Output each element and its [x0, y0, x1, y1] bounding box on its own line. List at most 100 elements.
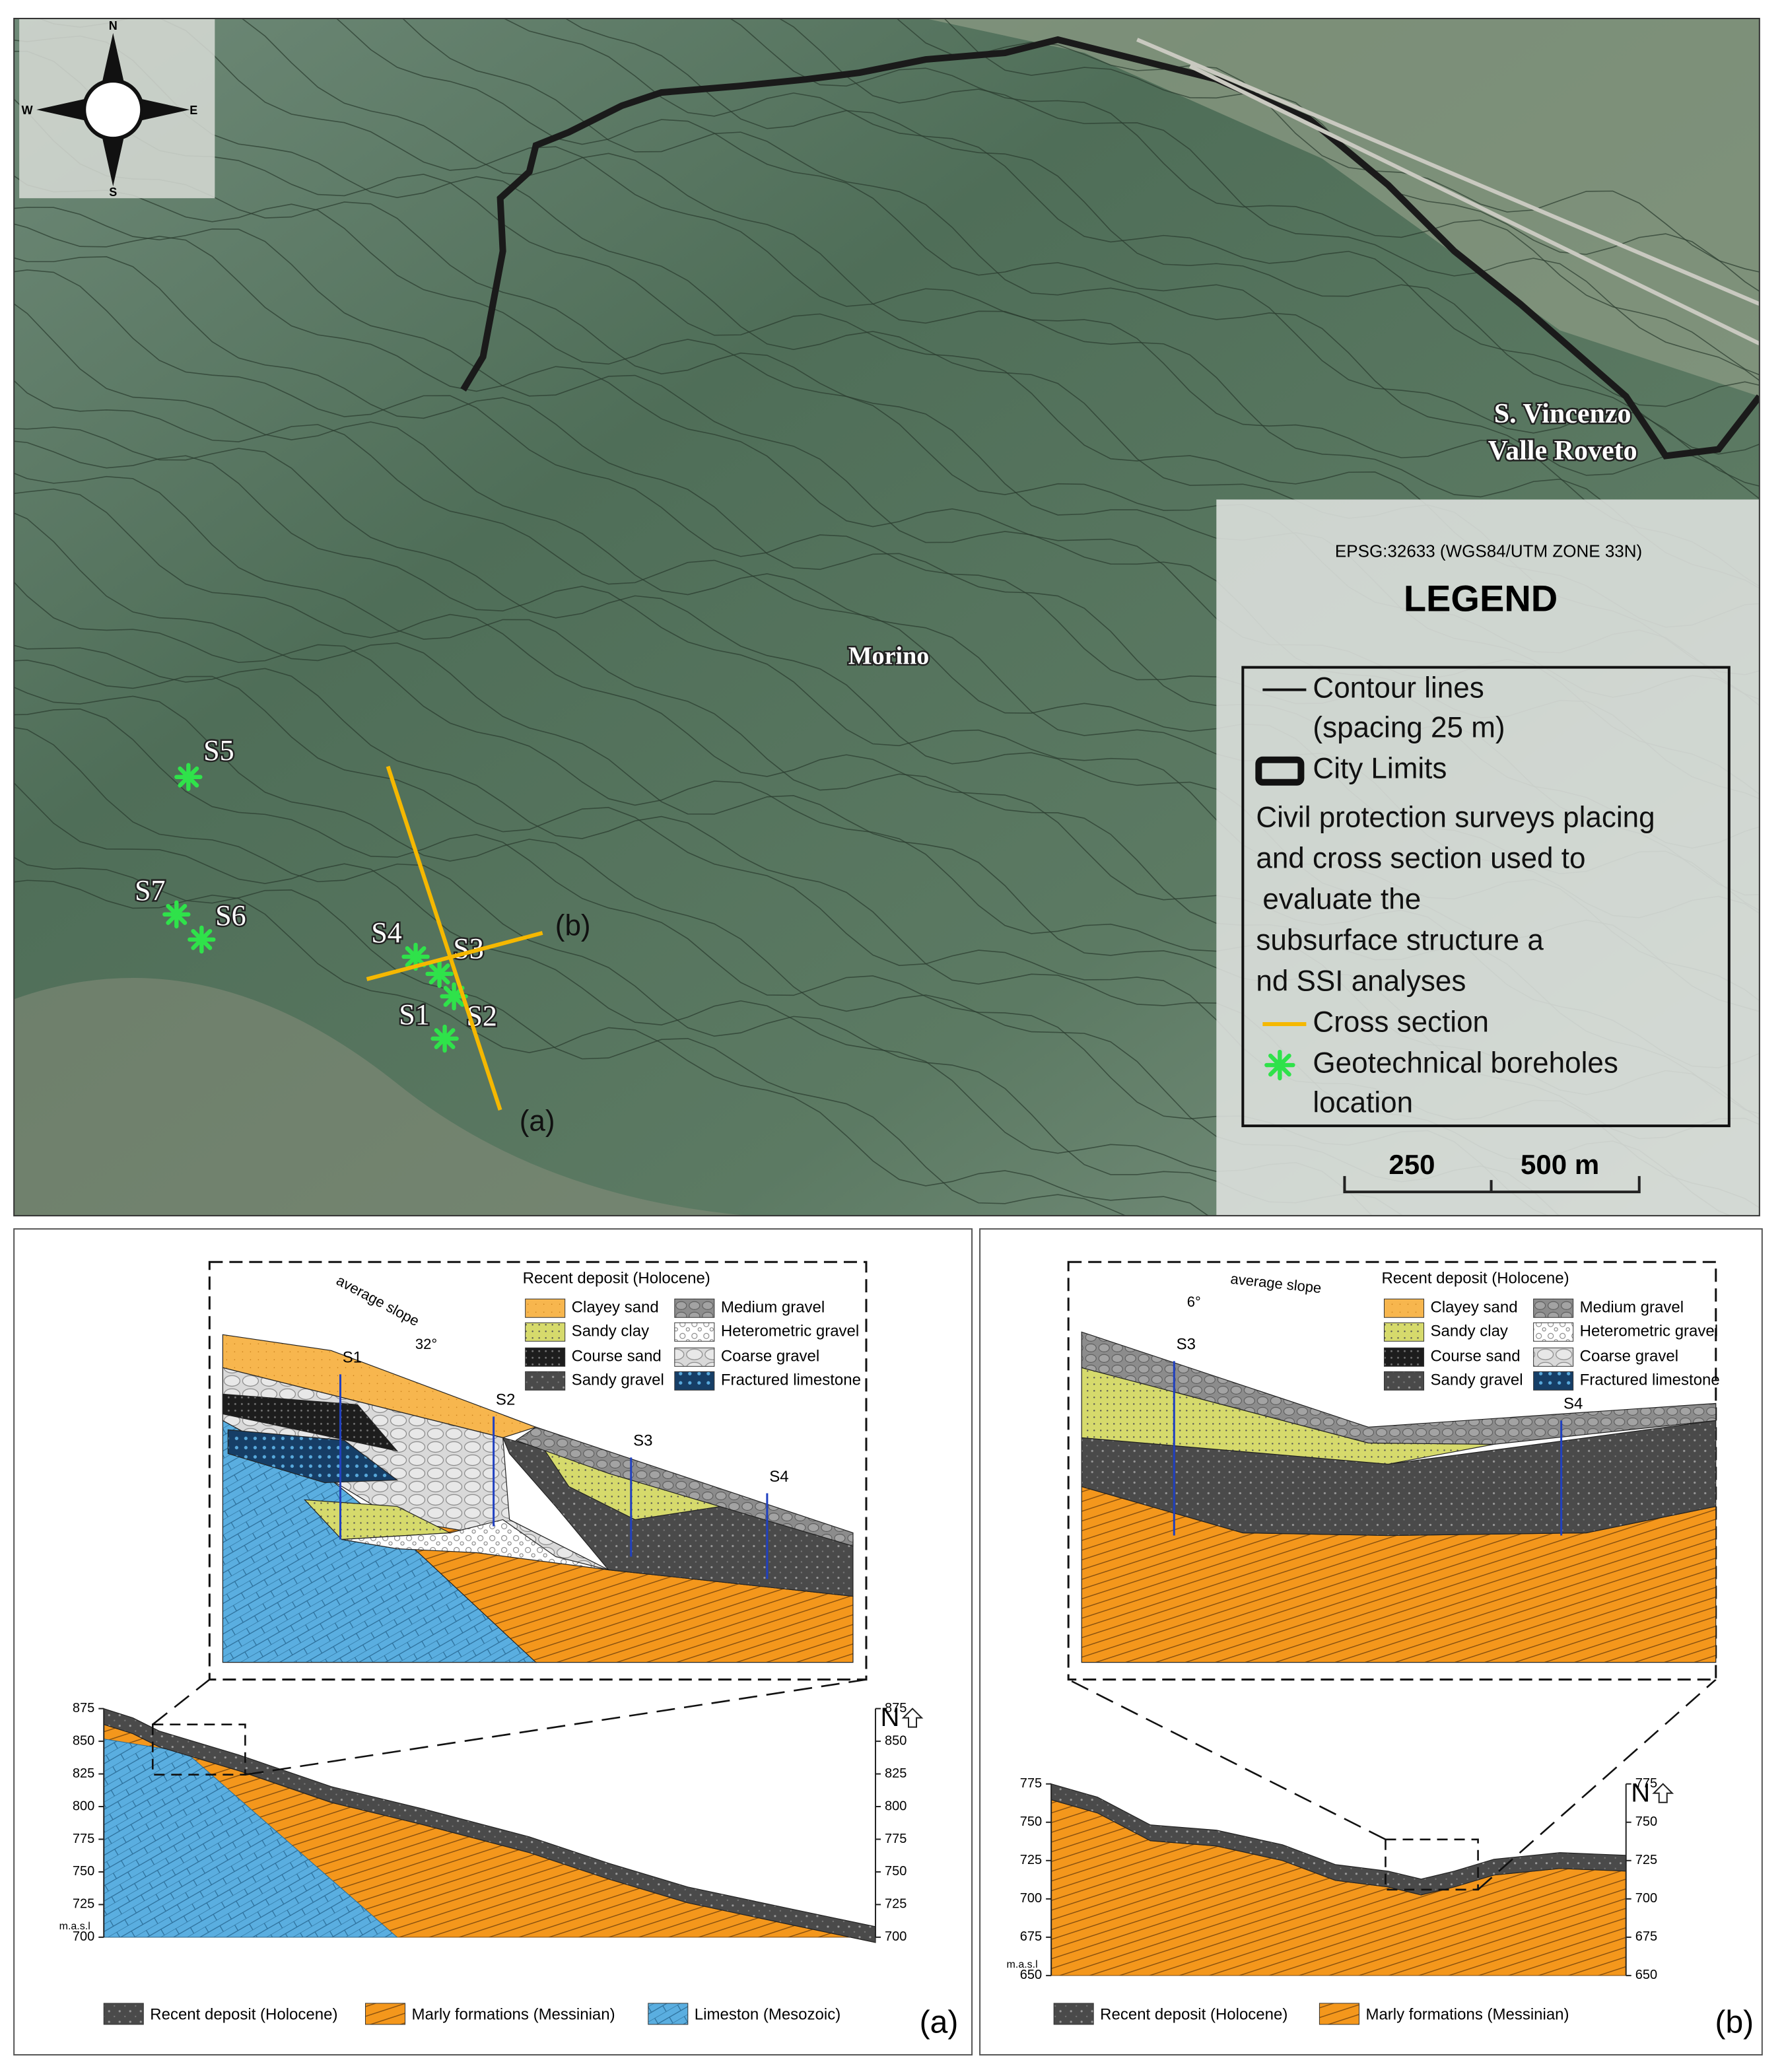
- borehole-marker-ray: [405, 946, 427, 967]
- borehole-label: S7: [135, 874, 166, 907]
- inset-borehole-label: S3: [633, 1432, 652, 1450]
- inset-legend-swatch: [674, 1347, 715, 1367]
- north-arrow: [1652, 1783, 1674, 1803]
- compass-e: E: [189, 104, 197, 117]
- zoom-connector: [1068, 1678, 1717, 1890]
- inset-legend-swatch: [525, 1371, 566, 1391]
- legend-text: Recent deposit (Holocene): [150, 2005, 337, 2023]
- inset-legend-text: Sandy gravel: [572, 1371, 664, 1389]
- y-tick-label: 725: [1020, 1853, 1042, 1867]
- inset-legend-text: Medium gravel: [721, 1299, 825, 1317]
- north-arrow: [901, 1708, 924, 1728]
- y-tick-label: 825: [73, 1766, 94, 1781]
- y-tick-label: 875: [885, 1701, 907, 1715]
- inset-legend-text: Clayey sand: [572, 1299, 659, 1317]
- contour-line: [14, 856, 1127, 1216]
- inset-legend-text: Coarse gravel: [721, 1348, 819, 1365]
- road: [1136, 38, 1760, 346]
- panel-label: (a): [920, 2005, 959, 2040]
- y-tick-label: 725: [885, 1897, 907, 1912]
- y-tick-label: 800: [73, 1799, 94, 1813]
- valley-floor: [926, 18, 1760, 397]
- contour-line: [130, 18, 1760, 590]
- panel-b-frame: [979, 1228, 1763, 2055]
- legend-text: evaluate the: [1262, 883, 1421, 915]
- borehole-marker: [425, 959, 454, 988]
- inset-legend-text: Heterometric gravel: [1580, 1323, 1718, 1340]
- borehole-marker-ray: [429, 963, 450, 984]
- cross-section: 650 650 675 675 700 700 725 725 750 750 775 775 m.a.…: [1007, 1260, 1754, 2040]
- borehole-label: S6: [215, 899, 246, 932]
- panel-a-frame: [13, 1228, 973, 2055]
- inset-legend-swatch: [525, 1322, 566, 1342]
- inset-layer: [1081, 1331, 1717, 1445]
- legend-panel: [1216, 499, 1760, 1216]
- slope-angle: 6°: [1187, 1294, 1201, 1310]
- y-tick-label: 850: [885, 1733, 907, 1748]
- y-tick-label: 725: [1635, 1853, 1657, 1867]
- legend-text: Geotechnical boreholes: [1313, 1047, 1618, 1080]
- section-end-label: (b): [555, 910, 591, 942]
- legend-text: subsurface structure a: [1256, 924, 1544, 957]
- contour-line: [896, 18, 1760, 273]
- y-tick-label: 750: [885, 1864, 907, 1879]
- legend-swatch: [648, 2003, 689, 2025]
- borehole-label: S4: [371, 916, 401, 949]
- inset-legend-swatch: [1533, 1298, 1574, 1318]
- scale-bar: [1343, 1176, 1641, 1194]
- inset-legend-swatch: [1533, 1347, 1574, 1367]
- inset-legend-text: Heterometric gravel: [721, 1323, 859, 1340]
- y-tick-label: 675: [1020, 1929, 1042, 1944]
- legend-swatch: [1319, 2003, 1359, 2025]
- y-tick-label: 650: [1635, 1968, 1657, 1982]
- panel-label: (b): [1715, 2005, 1754, 2040]
- inset-legend-text: Clayey sand: [1431, 1299, 1518, 1317]
- inset-legend-text: Medium gravel: [1580, 1299, 1684, 1317]
- inset-layer: [1081, 1420, 1717, 1537]
- contour-line: [943, 18, 1760, 293]
- borehole-label: S5: [203, 734, 234, 767]
- map-frame: [13, 18, 1760, 1217]
- compass-arrows: [36, 33, 190, 187]
- inset-borehole-label: S4: [769, 1468, 788, 1486]
- y-tick-label: 725: [73, 1897, 94, 1912]
- town-label: S. Vincenzo: [1494, 399, 1631, 429]
- y-tick-label: 775: [885, 1832, 907, 1846]
- village-label: Morino: [848, 642, 929, 670]
- y-tick-label: 775: [73, 1832, 94, 1846]
- inset-legend-title: Recent deposit (Holocene): [523, 1270, 710, 1288]
- compass-ring: [82, 79, 145, 141]
- inset-borehole-label: S1: [343, 1349, 362, 1367]
- legend-swatch: [103, 2003, 144, 2025]
- y-tick-label: 750: [1635, 1814, 1657, 1829]
- inset-legend-text: Course sand: [1431, 1348, 1521, 1365]
- borehole-marker: [174, 763, 203, 791]
- scale-label: 500 m: [1521, 1149, 1599, 1180]
- inset-legend-swatch: [1383, 1322, 1425, 1342]
- legend-text: nd SSI analyses: [1256, 965, 1466, 998]
- contour-line: [502, 18, 1760, 407]
- zoom-box: [1385, 1838, 1479, 1891]
- contour-line: [335, 18, 1760, 487]
- inset-legend-swatch: [525, 1347, 566, 1367]
- axis-unit: m.a.s.l: [59, 1921, 90, 1932]
- recent-deposit: [103, 1708, 876, 1943]
- north-label: N: [1631, 1778, 1650, 1807]
- cross-section-lines: [366, 765, 543, 1111]
- contour-line: [565, 18, 1760, 455]
- y-tick-label: 775: [1020, 1776, 1042, 1791]
- legend-text: (spacing 25 m): [1313, 711, 1505, 743]
- y-tick-label: 750: [73, 1864, 94, 1879]
- inset-layer: [222, 1334, 537, 1439]
- inset-legend-title: Recent deposit (Holocene): [1381, 1270, 1569, 1288]
- legend-text: location: [1313, 1087, 1413, 1119]
- inset-layer: [227, 1429, 399, 1484]
- inset-layer: [515, 1426, 854, 1547]
- inset-legend-swatch: [674, 1371, 715, 1391]
- inset-legend-text: Sandy clay: [1431, 1323, 1508, 1340]
- y-tick-label: 875: [73, 1701, 94, 1715]
- legend-text: Cross section: [1313, 1006, 1489, 1039]
- sections: 700 700 725 725 750 750 775 775 800 800 825 825 850 8…: [59, 1260, 1754, 2040]
